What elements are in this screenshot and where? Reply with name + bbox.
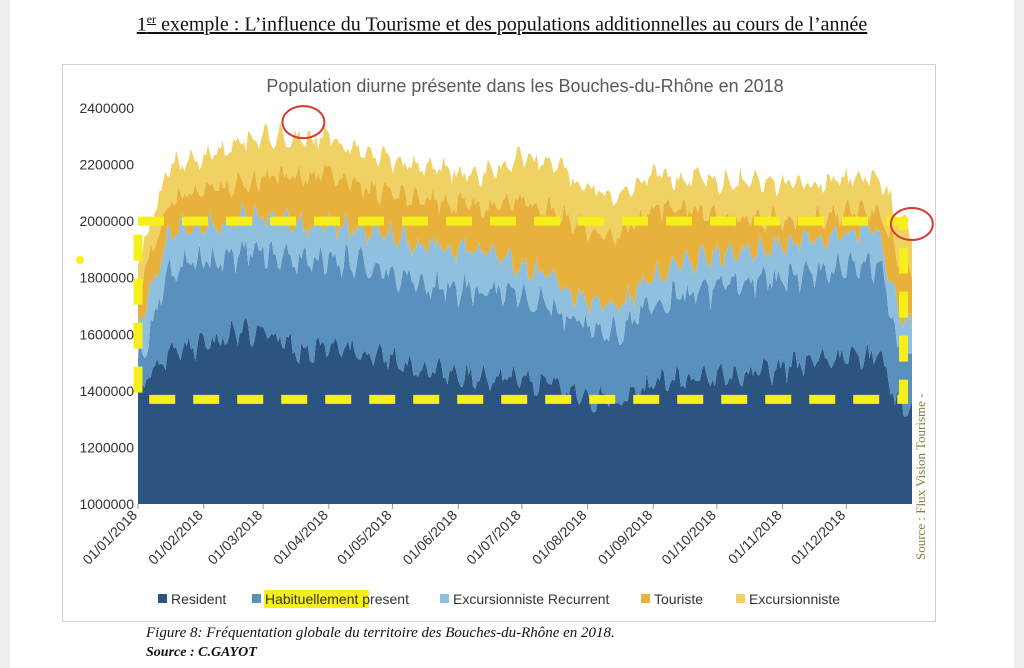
x-tick-label: 01/05/2018 — [334, 507, 395, 568]
annotation-circle-peak — [281, 105, 326, 140]
y-tick-label: 1400000 — [79, 383, 134, 399]
chart-title: Population diurne présente dans les Bouc… — [266, 76, 783, 96]
x-tick-label: 01/02/2018 — [145, 507, 206, 568]
x-tick-label: 01/07/2018 — [463, 507, 524, 568]
highlight-box — [133, 216, 909, 404]
legend-swatch-excursionniste — [736, 594, 745, 603]
y-tick-label: 1000000 — [79, 496, 134, 512]
y-tick-label: 2000000 — [79, 213, 134, 229]
legend-swatch-resident — [158, 594, 167, 603]
legend-swatch-excursionniste-recurrent — [440, 594, 449, 603]
x-tick-label: 01/04/2018 — [270, 507, 331, 568]
x-tick-label: 01/01/2018 — [79, 507, 140, 568]
x-tick-label: 01/03/2018 — [204, 507, 265, 568]
legend-swatch-touriste — [641, 594, 650, 603]
heading-text: exemple : L’influence du Tourisme et des… — [156, 13, 868, 36]
heading-superscript: er — [146, 12, 157, 26]
heading-prefix: 1 — [136, 13, 147, 36]
y-tick-label: 1800000 — [79, 270, 134, 286]
x-tick-label: 01/11/2018 — [725, 507, 785, 567]
x-tick-label: 01/08/2018 — [529, 507, 590, 568]
legend-label: Touriste — [654, 591, 703, 607]
y-tick-label: 1600000 — [79, 326, 134, 342]
page-heading: 1er exemple : L’influence du Tourisme et… — [0, 12, 1004, 37]
document-left-edge — [0, 0, 10, 668]
legend-highlight — [264, 590, 369, 608]
series-area-habituel — [138, 239, 912, 417]
series-area-excursionniste — [138, 122, 912, 295]
y-tick-label: 1200000 — [79, 439, 134, 455]
x-tick-label: 01/10/2018 — [658, 507, 719, 568]
x-tick-label: 01/12/2018 — [788, 507, 849, 568]
figure-source: Source : C.GAYOT — [146, 645, 257, 660]
y-tick-label: 2400000 — [79, 100, 134, 116]
y-tick-label: 2200000 — [79, 157, 134, 173]
document-right-edge — [1014, 0, 1024, 668]
legend-label: Excursionniste Recurrent — [453, 591, 610, 607]
side-source-label: Source : Flux Vision Tourisme - — [913, 394, 928, 560]
legend-label: Excursionniste — [749, 591, 840, 607]
legend-label: Resident — [171, 591, 226, 607]
figure-caption: Figure 8: Fréquentation globale du terri… — [146, 625, 615, 641]
legend-label: Habituellement present — [265, 591, 409, 607]
series-area-excursionniste-recurrent — [138, 201, 912, 360]
series-area-touriste — [138, 163, 912, 330]
legend-swatch-habituel — [252, 594, 261, 603]
annotation-circle-end — [889, 206, 934, 241]
x-tick-label: 01/09/2018 — [595, 507, 656, 568]
x-tick-label: 01/06/2018 — [399, 507, 460, 568]
series-area-resident — [138, 317, 912, 504]
highlight-dot — [76, 256, 84, 264]
